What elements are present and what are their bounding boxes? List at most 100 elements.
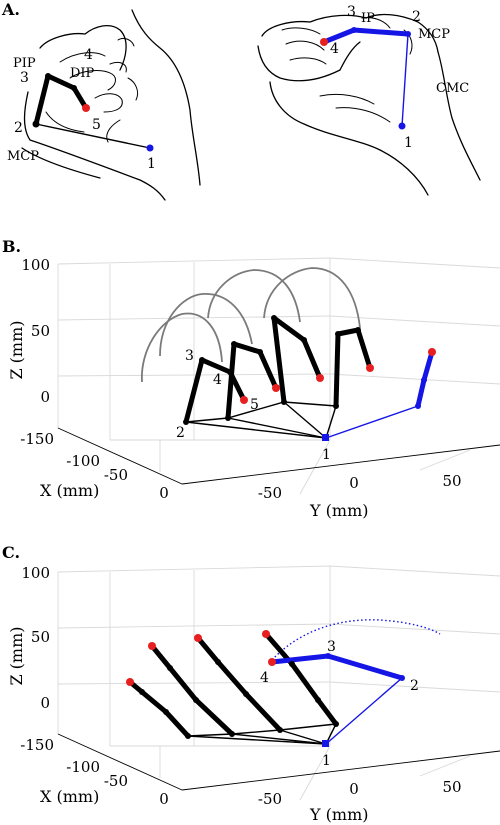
panel-b-box — [57, 257, 500, 495]
panel-b-letter: B. — [2, 237, 21, 256]
label-b-3: 3 — [185, 348, 194, 364]
fingertip-marker-4 — [366, 364, 374, 372]
panel-b: B. — [2, 237, 500, 520]
panel-a-letter: A. — [1, 0, 20, 19]
panel-c: C. — [2, 543, 500, 824]
wrist-marker-b — [322, 434, 329, 441]
fingertip-marker-2 — [272, 384, 280, 392]
thumb-model — [320, 27, 411, 130]
fingertip-marker-1-c — [126, 678, 134, 686]
label-thumb-4: 4 — [330, 41, 339, 57]
label-a-3: 3 — [20, 70, 29, 86]
finger-4-segments — [333, 327, 373, 409]
fingertip-marker-3 — [316, 374, 324, 382]
finger-3-segments-c — [195, 635, 283, 733]
y-tick-m50-b: -50 — [258, 484, 282, 502]
label-pip: PIP — [13, 56, 36, 71]
finger-2-segments — [225, 341, 279, 421]
label-thumb-mcp: MCP — [418, 27, 450, 42]
label-b-1: 1 — [322, 447, 331, 463]
thumb-mcp-joint — [405, 31, 411, 37]
fingertip-marker-2-c — [148, 642, 156, 650]
trajectory-4 — [263, 267, 361, 329]
thumb-metacarpal — [401, 33, 409, 127]
panel-a: A. PIP DIP MCP 3 4 — [1, 0, 481, 201]
z-tick-0-b: 0 — [40, 388, 50, 406]
panel-c-fingers — [126, 630, 405, 747]
z-axis-label-b: Z (mm) — [7, 320, 26, 379]
finger-1-segments — [183, 357, 247, 425]
label-a-4: 4 — [84, 47, 93, 63]
index-metacarpal — [35, 123, 151, 149]
label-a-2: 2 — [14, 120, 23, 136]
fingertip-marker-4-c — [262, 630, 270, 638]
mcp-chain-c — [187, 723, 337, 737]
panel-b-trajectories — [141, 267, 361, 383]
label-ip: IP — [361, 11, 375, 26]
thumb-cmc-marker — [398, 122, 406, 130]
label-thumb-2: 2 — [412, 9, 421, 25]
index-mcp-joint — [32, 120, 40, 128]
x-axis-label-b: X (mm) — [40, 481, 99, 500]
index-fingertip-marker — [82, 104, 90, 112]
z-tick-0-c: 0 — [40, 694, 50, 712]
x-axis-label-c: X (mm) — [40, 787, 99, 806]
finger-2-segments-c — [149, 643, 235, 737]
right-hand-drawing — [257, 13, 481, 196]
x-tick-m50-c: -50 — [104, 772, 128, 790]
panel-c-letter: C. — [2, 543, 20, 562]
thumb-trajectory-c — [271, 619, 441, 661]
y-axis-label-b: Y (mm) — [309, 501, 368, 520]
index-wrist-marker — [146, 144, 154, 152]
thumb-ip-joint — [351, 27, 357, 33]
panel-b-fingers — [183, 315, 436, 441]
y-tick-m50-c: -50 — [258, 790, 282, 808]
thumb-tip-marker-b — [428, 348, 436, 356]
left-hand-drawing — [21, 9, 201, 201]
index-finger-model — [32, 73, 154, 152]
panel-b-axes-labels: Z (mm) 100 50 0 -150 -100 -50 0 X (mm) -… — [7, 256, 462, 520]
trajectory-3 — [207, 269, 301, 323]
wrist-marker-c — [322, 740, 329, 747]
label-b-2: 2 — [176, 425, 185, 441]
label-thumb-1: 1 — [404, 135, 413, 151]
x-tick-m150-c: -150 — [20, 736, 54, 754]
panel-c-axes-labels: Z (mm) 100 50 0 -150 -100 -50 0 X (mm) -… — [7, 564, 462, 824]
x-tick-0-b: 0 — [159, 484, 169, 502]
label-dip: DIP — [70, 66, 95, 81]
label-b-5: 5 — [250, 397, 259, 413]
y-tick-0-c: 0 — [349, 780, 359, 798]
x-tick-0-c: 0 — [159, 790, 169, 808]
y-tick-50-b: 50 — [442, 472, 461, 490]
x-tick-m50-b: -50 — [104, 466, 128, 484]
index-pip-joint — [45, 73, 51, 79]
y-tick-0-b: 0 — [349, 474, 359, 492]
y-axis-label-c: Y (mm) — [309, 805, 368, 824]
z-tick-50-b: 50 — [31, 322, 50, 340]
index-segments — [33, 73, 89, 127]
thumb-tip-marker-c — [268, 658, 276, 666]
x-tick-m100-b: -100 — [66, 452, 100, 470]
label-c-1: 1 — [322, 753, 331, 769]
label-c-4: 4 — [260, 670, 269, 686]
label-a-5: 5 — [92, 117, 101, 133]
z-tick-100-c: 100 — [21, 564, 50, 582]
finger-1-segments-c — [127, 679, 191, 739]
label-c-2: 2 — [410, 678, 419, 694]
thumb-tip-marker — [320, 38, 328, 46]
trajectory-2 — [159, 293, 253, 357]
panel-c-box — [57, 565, 500, 801]
mcp-chain — [185, 401, 337, 423]
label-cmc: CMC — [436, 81, 469, 96]
z-tick-50-c: 50 — [31, 628, 50, 646]
label-index-mcp: MCP — [7, 149, 39, 164]
y-tick-50-c: 50 — [442, 778, 461, 796]
trajectory-1 — [141, 312, 223, 383]
finger-3-segments — [271, 315, 323, 405]
index-dip-joint — [71, 85, 77, 91]
z-axis-label-c: Z (mm) — [7, 626, 26, 685]
x-tick-m100-c: -100 — [66, 758, 100, 776]
label-c-3: 3 — [327, 639, 336, 655]
z-tick-100-b: 100 — [21, 256, 50, 274]
